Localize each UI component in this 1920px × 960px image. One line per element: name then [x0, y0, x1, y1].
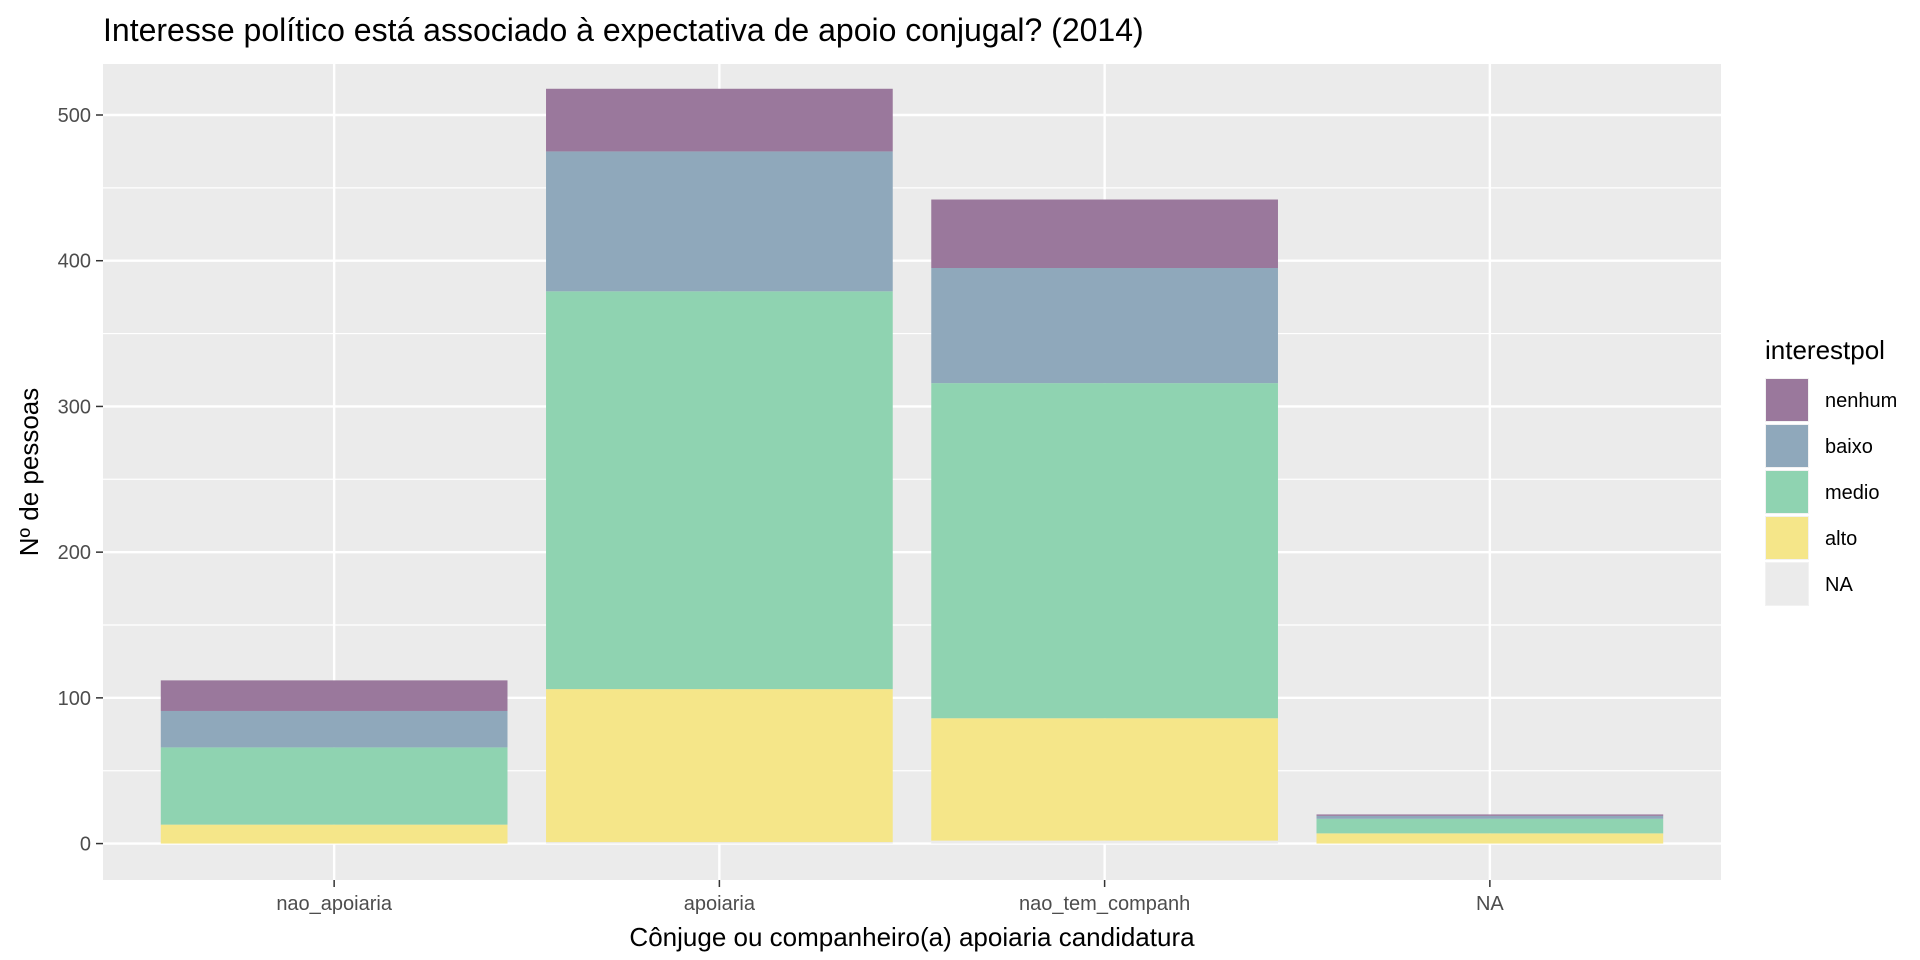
legend-key-baixo	[1766, 425, 1808, 467]
x-tick-label-nao_tem_companh: nao_tem_companh	[1019, 893, 1190, 915]
legend-label-medio: medio	[1825, 482, 1879, 504]
bar-segment-nao_tem_companh-baixo	[931, 268, 1278, 384]
bar-segment-nao_apoiaria-alto	[160, 824, 508, 844]
bar-segment-NA-baixo	[1316, 815, 1664, 819]
legend-label-NA: NA	[1825, 574, 1853, 596]
x-tick-label-nao_apoiaria: nao_apoiaria	[276, 893, 393, 915]
y-tick-label: 0	[80, 834, 91, 856]
bar-segment-nao_tem_companh-NA	[931, 840, 1278, 844]
bar-segment-nao_apoiaria-baixo	[160, 710, 508, 748]
bar-segment-apoiaria-alto	[546, 689, 893, 843]
legend-label-alto: alto	[1825, 528, 1857, 550]
bar-segment-NA-alto	[1316, 833, 1664, 844]
legend-key-alto	[1766, 517, 1808, 559]
y-tick-label: 300	[58, 396, 91, 418]
y-axis-ticks: 0 100 200 300 400 500	[58, 105, 103, 856]
legend: interestpol nenhum baixo medio alto NA	[1765, 335, 1897, 606]
legend-key-nenhum	[1766, 379, 1808, 421]
x-axis-ticks: nao_apoiaria apoiaria nao_tem_companh NA	[276, 880, 1504, 915]
bar-segment-nao_tem_companh-medio	[931, 383, 1278, 719]
bars	[160, 88, 1664, 844]
legend-label-baixo: baixo	[1825, 436, 1873, 458]
bar-segment-nao_tem_companh-alto	[931, 718, 1278, 841]
x-tick-label-apoiaria: apoiaria	[684, 893, 756, 915]
y-tick-label: 100	[58, 688, 91, 710]
y-axis-title: Nº de pessoas	[14, 388, 44, 556]
chart-title: Interesse político está associado à expe…	[103, 12, 1144, 48]
bar-segment-nao_apoiaria-medio	[160, 747, 508, 825]
legend-label-nenhum: nenhum	[1825, 390, 1897, 412]
bar-segment-apoiaria-baixo	[546, 151, 893, 292]
legend-key-NA	[1766, 563, 1808, 605]
legend-title: interestpol	[1765, 335, 1885, 365]
y-tick-label: 400	[58, 251, 91, 273]
bar-segment-nao_apoiaria-nenhum	[160, 680, 508, 711]
legend-key-medio	[1766, 471, 1808, 513]
x-axis-title: Cônjuge ou companheiro(a) apoiaria candi…	[629, 922, 1195, 952]
y-tick-label: 200	[58, 542, 91, 564]
y-tick-label: 500	[58, 105, 91, 127]
bar-segment-NA-nenhum	[1316, 814, 1664, 816]
bar-segment-apoiaria-medio	[546, 291, 893, 690]
bar-segment-NA-medio	[1316, 818, 1664, 834]
x-tick-label-NA: NA	[1476, 893, 1504, 915]
bar-segment-apoiaria-NA	[546, 842, 893, 844]
bar-segment-nao_tem_companh-nenhum	[931, 199, 1278, 268]
bar-segment-apoiaria-nenhum	[546, 88, 893, 152]
